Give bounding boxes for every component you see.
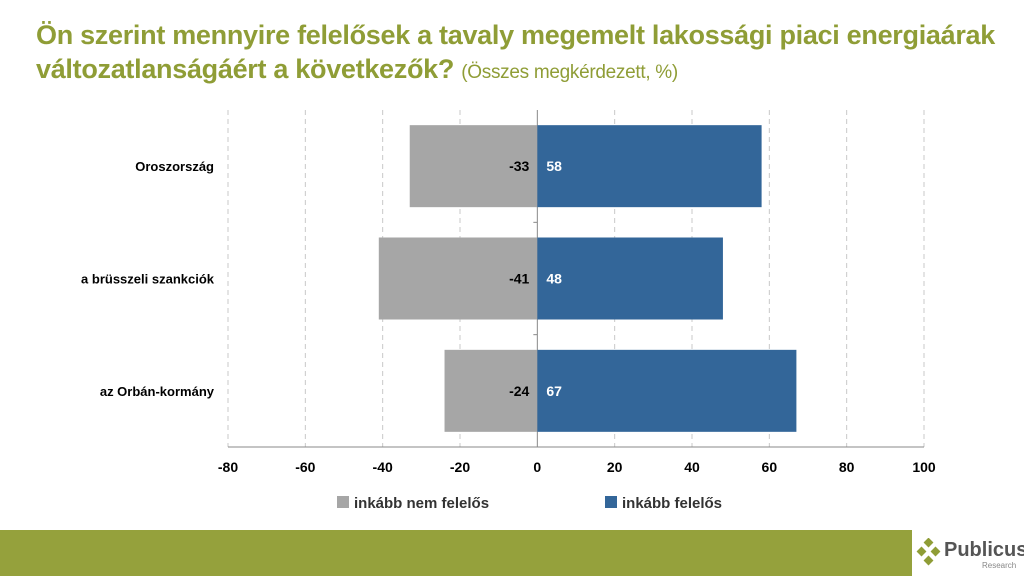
footer-band — [0, 530, 912, 576]
x-tick-label: 0 — [533, 459, 541, 475]
bar — [537, 237, 723, 320]
category-label: a brüsszeli szankciók — [81, 272, 215, 287]
x-tick-label: 20 — [607, 459, 623, 475]
logo-sub: Research — [982, 561, 1017, 570]
x-tick-label: 100 — [912, 459, 936, 475]
logo-diamond-icon — [916, 538, 941, 566]
title-main: Ön szerint mennyire felelősek a tavaly m… — [36, 20, 995, 84]
x-tick-label: 40 — [684, 459, 700, 475]
legend-label: inkább felelős — [622, 495, 722, 512]
bar — [537, 125, 762, 208]
bar — [378, 237, 538, 320]
x-tick-label: -80 — [218, 459, 238, 475]
title-subtitle: (Összes megkérdezett, %) — [461, 62, 678, 83]
logo-name: Publicus — [944, 539, 1024, 561]
bar — [409, 125, 538, 208]
data-label: -33 — [509, 158, 529, 174]
legend-swatch — [337, 496, 349, 508]
x-tick-label: 80 — [839, 459, 855, 475]
legend-swatch — [605, 496, 617, 508]
x-tick-label: 60 — [762, 459, 778, 475]
x-tick-label: -60 — [295, 459, 315, 475]
chart: -80 -60 -40 -20 0 20 40 60 80 100 Oroszország -33 58… — [81, 110, 936, 512]
data-label: 58 — [546, 158, 562, 174]
publicus-logo: Publicus Research — [916, 536, 1024, 572]
category-label: az Orbán-kormány — [100, 384, 215, 399]
x-tick-label: -40 — [373, 459, 393, 475]
bar — [444, 349, 538, 432]
bar — [537, 349, 797, 432]
data-label: 48 — [546, 271, 562, 287]
chart-title: Ön szerint mennyire felelősek a tavaly m… — [36, 18, 996, 90]
legend-label: inkább nem felelős — [354, 495, 489, 512]
x-tick-label: -20 — [450, 459, 470, 475]
data-label: -41 — [509, 271, 529, 287]
data-label: -24 — [509, 383, 529, 399]
category-label: Oroszország — [135, 159, 214, 174]
data-label: 67 — [546, 383, 562, 399]
